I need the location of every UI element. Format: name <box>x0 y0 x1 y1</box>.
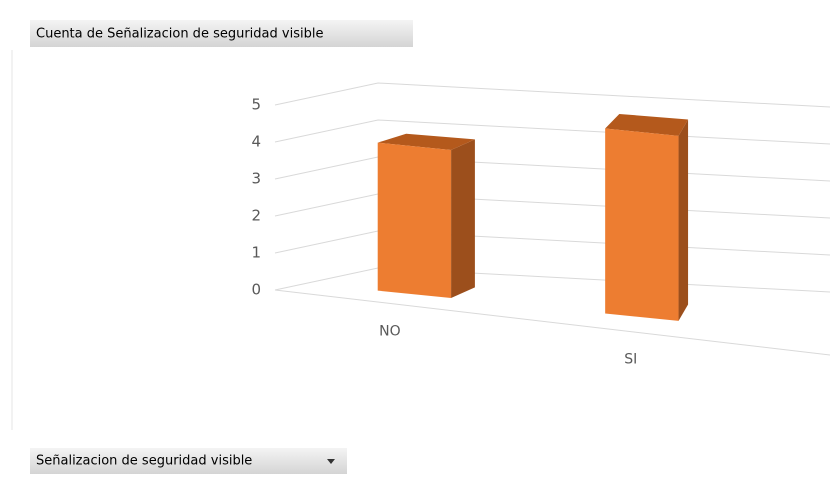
grid-line <box>274 156 830 182</box>
x-tick-label: SI <box>624 352 637 368</box>
y-tick-label: 0 <box>251 281 261 299</box>
grid-line <box>274 119 830 145</box>
x-tick-label: NO <box>379 323 401 339</box>
grid-line <box>274 230 830 256</box>
plot-area: 0 1 2 3 4 5 NO SI <box>251 82 830 368</box>
bar-side <box>451 139 475 298</box>
grid-line <box>274 82 830 108</box>
y-tick-label: 4 <box>251 133 261 151</box>
floor-edge <box>274 289 830 356</box>
grid-line <box>274 193 830 219</box>
chart-title: Cuenta de Señalizacion de seguridad visi… <box>36 27 323 42</box>
y-tick-label: 2 <box>251 207 261 225</box>
bar <box>377 142 452 298</box>
field-button[interactable] <box>30 448 347 474</box>
title-button[interactable] <box>30 20 413 47</box>
dropdown-arrow[interactable] <box>327 459 335 464</box>
y-tick-label: 5 <box>251 96 261 114</box>
bar <box>605 128 679 321</box>
bar-side <box>678 119 689 321</box>
bar-top <box>605 113 689 136</box>
field-button-label: Señalizacion de seguridad visible <box>36 454 252 469</box>
grid-line <box>274 267 830 293</box>
y-tick-label: 1 <box>251 244 261 262</box>
bar-top <box>377 133 475 150</box>
y-tick-label: 3 <box>251 170 261 188</box>
